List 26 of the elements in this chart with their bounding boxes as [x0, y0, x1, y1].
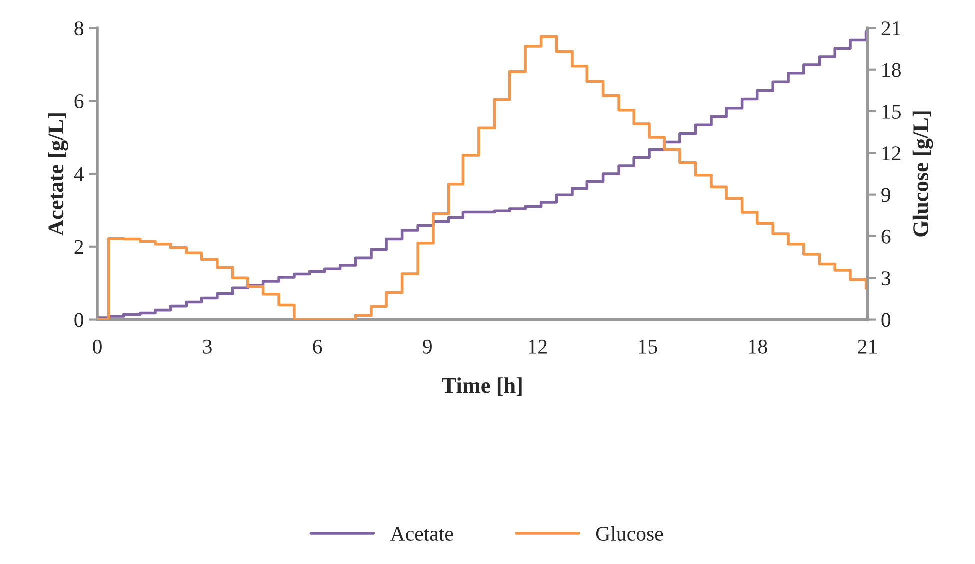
y-tick-label: 4: [74, 168, 84, 182]
y-tick-label: 2: [74, 240, 84, 254]
y2-tick-label: 3: [882, 272, 891, 286]
y-tick-label: 0: [74, 313, 84, 328]
y2-tick-label: 21: [882, 22, 901, 36]
x-tick-label: 9: [423, 340, 432, 354]
y2-tick-label: 6: [882, 230, 891, 244]
x-tick-label: 12: [529, 340, 547, 354]
legend-label: Glucose: [596, 526, 664, 542]
x-axis-title: Time [h]: [442, 378, 522, 396]
y2-tick-label: 15: [882, 104, 901, 119]
y2-tick-label: 12: [882, 146, 901, 160]
y2-tick-label: 9: [882, 188, 891, 202]
x-tick-label: 18: [749, 340, 768, 354]
x-tick-label: 0: [93, 340, 102, 354]
y-tick-label: 6: [74, 94, 84, 109]
y2-tick-label: 0: [882, 313, 891, 328]
y2-tick-label: 18: [882, 63, 901, 78]
y2-axis-title: Glucose [g/L]: [912, 112, 934, 237]
legend-label: Acetate: [390, 527, 454, 542]
x-tick-label: 6: [313, 340, 322, 354]
x-tick-label: 3: [203, 340, 212, 354]
x-tick-label: 15: [639, 340, 658, 354]
x-tick-label: 21: [858, 340, 877, 354]
y-axis-title: Acetate [g/L]: [48, 114, 68, 236]
y-tick-label: 8: [74, 22, 84, 36]
